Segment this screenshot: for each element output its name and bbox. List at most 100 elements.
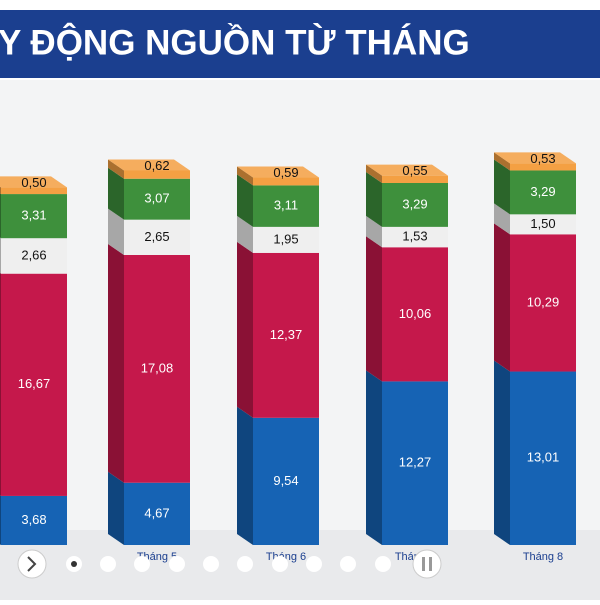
bar-side [366, 370, 382, 545]
bar-segment [1, 194, 67, 239]
bar-side [366, 215, 382, 248]
bar-segment [382, 381, 448, 545]
bar-side [494, 159, 510, 215]
bar-segment [124, 219, 190, 255]
bar-side [108, 167, 124, 220]
prev-icon [27, 556, 37, 572]
bar-side [237, 406, 253, 545]
bar-segment [1, 187, 67, 195]
bar-segment [510, 234, 576, 372]
bar-segment [510, 371, 576, 545]
bar-side [0, 193, 1, 239]
bar-side [108, 471, 124, 545]
value-label: 1,53 [402, 229, 427, 244]
chart-title: Y ĐỘNG NGUỒN TỪ THÁNG [0, 22, 470, 62]
dot[interactable] [134, 556, 150, 572]
bar-segment [510, 214, 576, 235]
dot[interactable] [340, 556, 356, 572]
bar-side [237, 241, 253, 418]
bar-side [237, 174, 253, 227]
bar-segment [382, 226, 448, 248]
value-label: 0,55 [402, 163, 427, 178]
value-label: 10,06 [399, 306, 432, 321]
carousel-controls [17, 549, 442, 579]
bar-side [494, 223, 510, 372]
bar-segment [253, 226, 319, 253]
bar-side [366, 172, 382, 227]
bar-side [494, 360, 510, 545]
value-label: 0,50 [21, 175, 46, 190]
dot[interactable] [375, 556, 391, 572]
value-label: 4,67 [144, 505, 169, 520]
value-label: 0,62 [144, 158, 169, 173]
bar-side [0, 495, 1, 545]
bar-segment [124, 178, 190, 220]
title-band [0, 10, 600, 78]
bar-side [366, 164, 382, 183]
bar-side [108, 159, 124, 179]
bar-side [366, 236, 382, 382]
value-label: 10,29 [527, 294, 560, 309]
bar-side [108, 208, 124, 255]
bar-segment [124, 255, 190, 483]
pause-icon [422, 557, 425, 571]
value-label: 1,50 [530, 216, 555, 231]
bar-top [237, 166, 319, 178]
dot[interactable] [237, 556, 253, 572]
bar-segment [253, 185, 319, 227]
dot[interactable] [169, 556, 185, 572]
value-label: 1,95 [273, 231, 298, 246]
value-label: 3,68 [21, 512, 46, 527]
bar-segment [1, 238, 67, 274]
value-label: 2,65 [144, 229, 169, 244]
dot[interactable] [100, 556, 116, 572]
bar-segment [510, 170, 576, 215]
bar-segment [382, 175, 448, 183]
value-label: 9,54 [273, 473, 298, 488]
value-label: 0,53 [530, 151, 555, 166]
bar-segment [382, 183, 448, 227]
bar-segment [382, 247, 448, 382]
bar-segment [253, 252, 319, 418]
value-label: 12,37 [270, 327, 303, 342]
dot[interactable] [272, 556, 288, 572]
value-label: 2,66 [21, 247, 46, 262]
bar-top [0, 176, 67, 188]
bar-segment [124, 170, 190, 179]
prev-button[interactable] [17, 549, 47, 579]
value-label: 0,59 [273, 165, 298, 180]
x-tick-label: Tháng 8 [523, 551, 563, 563]
bars: 3,68 16,67 2,66 3,31 0,50 4,67 17,08 2,65 3,07 0,… [0, 151, 576, 563]
bar-top [108, 159, 190, 171]
bar-side [0, 237, 1, 274]
value-label: 17,08 [141, 360, 174, 375]
bar-segment [253, 177, 319, 186]
bar-side [237, 166, 253, 186]
value-label: 3,31 [21, 208, 46, 223]
value-label: 3,07 [144, 191, 169, 206]
bar-segment [253, 417, 319, 545]
bar-side [494, 203, 510, 235]
bar-side [0, 186, 1, 195]
value-label: 3,29 [530, 184, 555, 199]
value-label: 12,27 [399, 455, 432, 470]
value-label: 13,01 [527, 450, 560, 465]
bar-side [237, 215, 253, 253]
value-label: 3,11 [274, 198, 298, 213]
bar-segment [510, 163, 576, 171]
pause-button[interactable] [412, 549, 442, 579]
value-label: 16,67 [18, 376, 51, 391]
bar-side [108, 244, 124, 483]
bar-side [494, 152, 510, 171]
dot-active [71, 561, 77, 567]
dot[interactable] [203, 556, 219, 572]
pause-icon [429, 557, 432, 571]
bar-segment [1, 273, 67, 496]
bar-segment [124, 482, 190, 545]
bar-top [494, 152, 576, 164]
bar-top [366, 164, 448, 176]
bar-side [0, 272, 1, 496]
dot[interactable] [306, 556, 322, 572]
